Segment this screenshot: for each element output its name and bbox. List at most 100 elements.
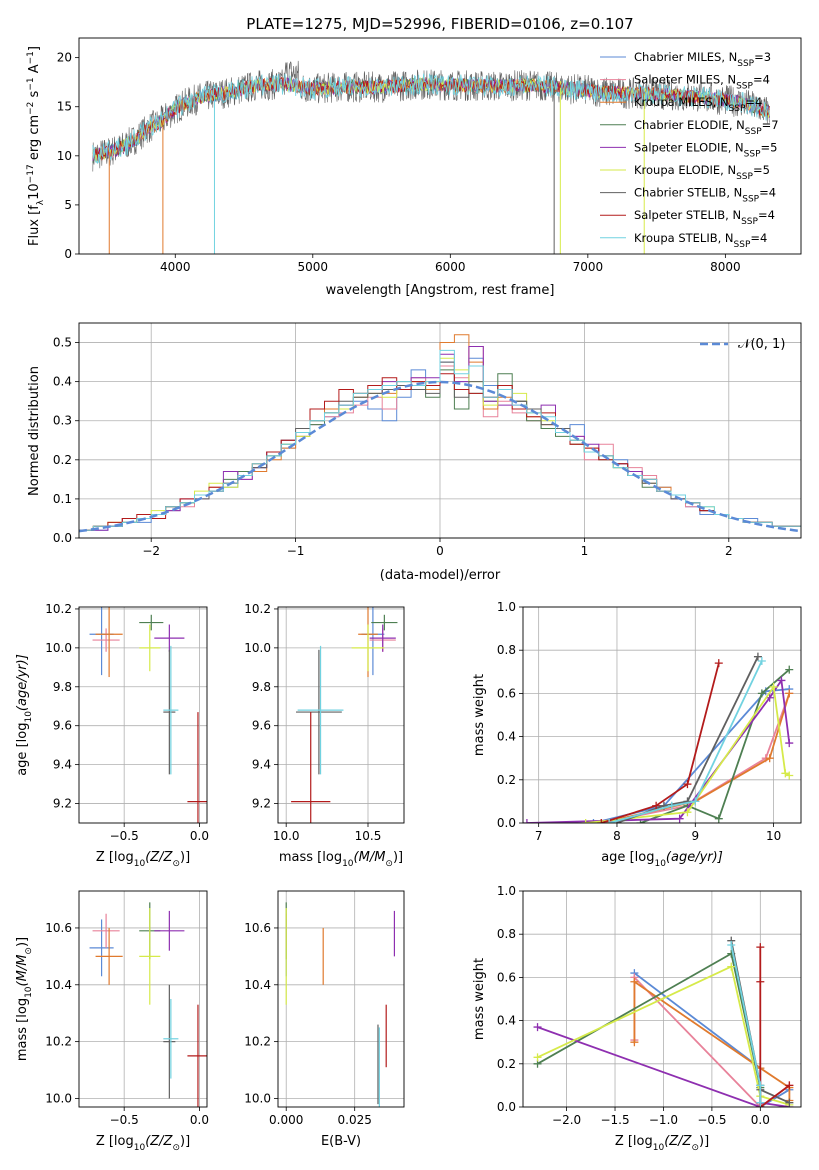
weight-marker-kroupa_elodie: [533, 1053, 542, 1062]
legend-label-part: =4: [745, 95, 762, 109]
y-tick-label: 0.4: [497, 1014, 516, 1028]
x-axis-label-part: 10: [134, 859, 146, 869]
axes-frame: [277, 606, 405, 824]
y-axis-label-part: λ: [36, 199, 46, 205]
weight-marker-kroupa_elodie: [683, 808, 692, 817]
x-tick-label: 0: [436, 544, 444, 558]
legend-label-part: Kroupa STELIB, N: [634, 231, 734, 245]
weight-marker-chabrier_stelib: [785, 1098, 794, 1107]
y-tick-label: 0.1: [53, 492, 72, 506]
weight-marker-kroupa_elodie: [727, 962, 736, 971]
legend-label-part: Chabrier ELODIE, N: [634, 118, 745, 132]
x-axis-label-part: 10: [342, 859, 354, 869]
weight-marker-salpeter_elodie: [777, 676, 786, 685]
legend-label-part: =5: [753, 163, 770, 177]
legend-label: Chabrier MILES, NSSP=3: [634, 50, 771, 69]
weight-marker-kroupa_stelib: [667, 801, 676, 810]
y-tick-label: 0.2: [53, 453, 72, 467]
y-tick-label: 10.0: [244, 641, 271, 655]
x-tick-label: −1.0: [649, 1113, 678, 1127]
axes-frame: [522, 890, 802, 1108]
x-tick-label: 4000: [160, 260, 191, 274]
legend-label-part: =4: [758, 208, 775, 222]
y-axis-label-part: 10: [24, 711, 34, 723]
x-tick-label: 10.0: [273, 829, 300, 843]
y-tick-label: 5: [64, 198, 72, 212]
y-tick-label: 9.8: [252, 680, 271, 694]
axes-frame: [277, 890, 405, 1108]
x-axis-label-part: (Z/Z: [145, 1134, 173, 1149]
weight-marker-kroupa_elodie: [769, 682, 778, 691]
y-axis-label-part: −17: [26, 164, 36, 183]
legend-label-part: Chabrier STELIB, N: [634, 186, 742, 200]
weight-marker-kroupa_stelib: [756, 1098, 765, 1107]
plot-area: [523, 652, 794, 823]
weight-marker-chabrier_stelib: [683, 797, 692, 806]
plot-area: [89, 607, 207, 823]
x-tick-label: 7: [535, 829, 543, 843]
weight-vs-metallicity-panel: −2.0 −1.5 −1.0 −0.5 0.0 0.0 0.2 0.4 0.6 0.8 1.0 Z […: [472, 884, 802, 1153]
y-tick-label: 0.6: [497, 686, 516, 700]
weight-marker-kroupa_miles: [765, 754, 774, 763]
y-tick-label: 10.2: [45, 602, 72, 616]
weight-marker-chabrier_elodie: [714, 814, 723, 823]
plot-area: [79, 334, 801, 538]
legend-label: 𝒩(0, 1): [738, 337, 785, 352]
weight-marker-kroupa_miles: [785, 689, 794, 698]
legend-label-part: SSP: [737, 59, 754, 69]
legend-label-part: SSP: [741, 217, 758, 227]
x-tick-label: 0.000: [269, 1113, 303, 1127]
y-axis-label-part: −2: [26, 102, 36, 115]
y-axis-label-part: s: [27, 90, 42, 101]
gaussian-reference-curve: [79, 380, 801, 533]
x-tick-label: 2: [725, 544, 733, 558]
x-tick-label: 10.5: [355, 829, 382, 843]
x-axis-label-part: ⊙: [172, 859, 180, 869]
x-tick-label: 0.0: [190, 1113, 209, 1127]
weight-line-salpeter_miles: [601, 693, 791, 823]
weight-marker-salpeter_elodie: [523, 819, 531, 823]
age-vs-mass-panel: 10.0 10.5 9.2 9.4 9.6 9.8 10.0 10.2 mass [log10(…: [244, 602, 405, 869]
y-axis-label-part: ⊙: [24, 947, 34, 955]
weight-marker-salpeter_stelib: [652, 801, 661, 810]
y-tick-label: 0.5: [53, 336, 72, 350]
y-axis-label-part: 10: [27, 183, 42, 200]
y-tick-label: 10.0: [45, 1091, 72, 1105]
y-tick-label: 0.0: [497, 1100, 516, 1114]
legend-label-part: SSP: [744, 149, 761, 159]
weight-marker-salpeter_elodie: [675, 814, 684, 823]
y-axis-label-part: Flux [f: [27, 205, 42, 246]
y-tick-label: 10: [57, 149, 72, 163]
x-axis-label-part: ⊙: [172, 1143, 180, 1153]
y-tick-label: 10.2: [244, 1035, 271, 1049]
x-tick-label: 7000: [573, 260, 604, 274]
weight-marker-kroupa_miles: [630, 1038, 639, 1047]
x-axis-label-part: )]: [180, 1134, 190, 1149]
x-axis-label-part: )]: [699, 1134, 709, 1149]
y-axis-label: Flux [fλ10−17 erg cm−2 s−1 A−1]: [26, 46, 46, 246]
weight-marker-salpeter_stelib: [597, 819, 606, 823]
weight-line-kroupa_elodie: [537, 965, 790, 1106]
y-tick-label: 0.4: [497, 730, 516, 744]
weight-line-salpeter_stelib: [759, 947, 790, 1107]
y-axis-label: age [log10(age/yr)]: [15, 654, 34, 776]
y-tick-label: 9.4: [252, 758, 271, 772]
legend-label-part: Salpeter STELIB, N: [634, 208, 741, 222]
legend-label-part: =5: [761, 140, 778, 154]
y-axis-label-part: 10: [24, 986, 34, 998]
legend-label-part: =3: [754, 50, 771, 64]
x-axis-label-part: wavelength [Angstrom, rest frame]: [326, 283, 555, 298]
legend-label-part: SSP: [742, 195, 759, 205]
weight-marker-kroupa_stelib: [756, 1081, 765, 1090]
weight-marker-salpeter_stelib: [683, 780, 692, 789]
y-tick-label: 10.0: [244, 1091, 271, 1105]
x-axis-label-part: (Z/Z: [664, 1134, 692, 1149]
y-tick-label: 10.6: [45, 921, 72, 935]
x-axis-label-part: ⊙: [385, 859, 393, 869]
legend-label-part: SSP: [745, 127, 762, 137]
x-axis-label-part: 10: [134, 1143, 146, 1153]
y-tick-label: 0.4: [53, 375, 72, 389]
x-axis-label-part: 10: [653, 1143, 665, 1153]
